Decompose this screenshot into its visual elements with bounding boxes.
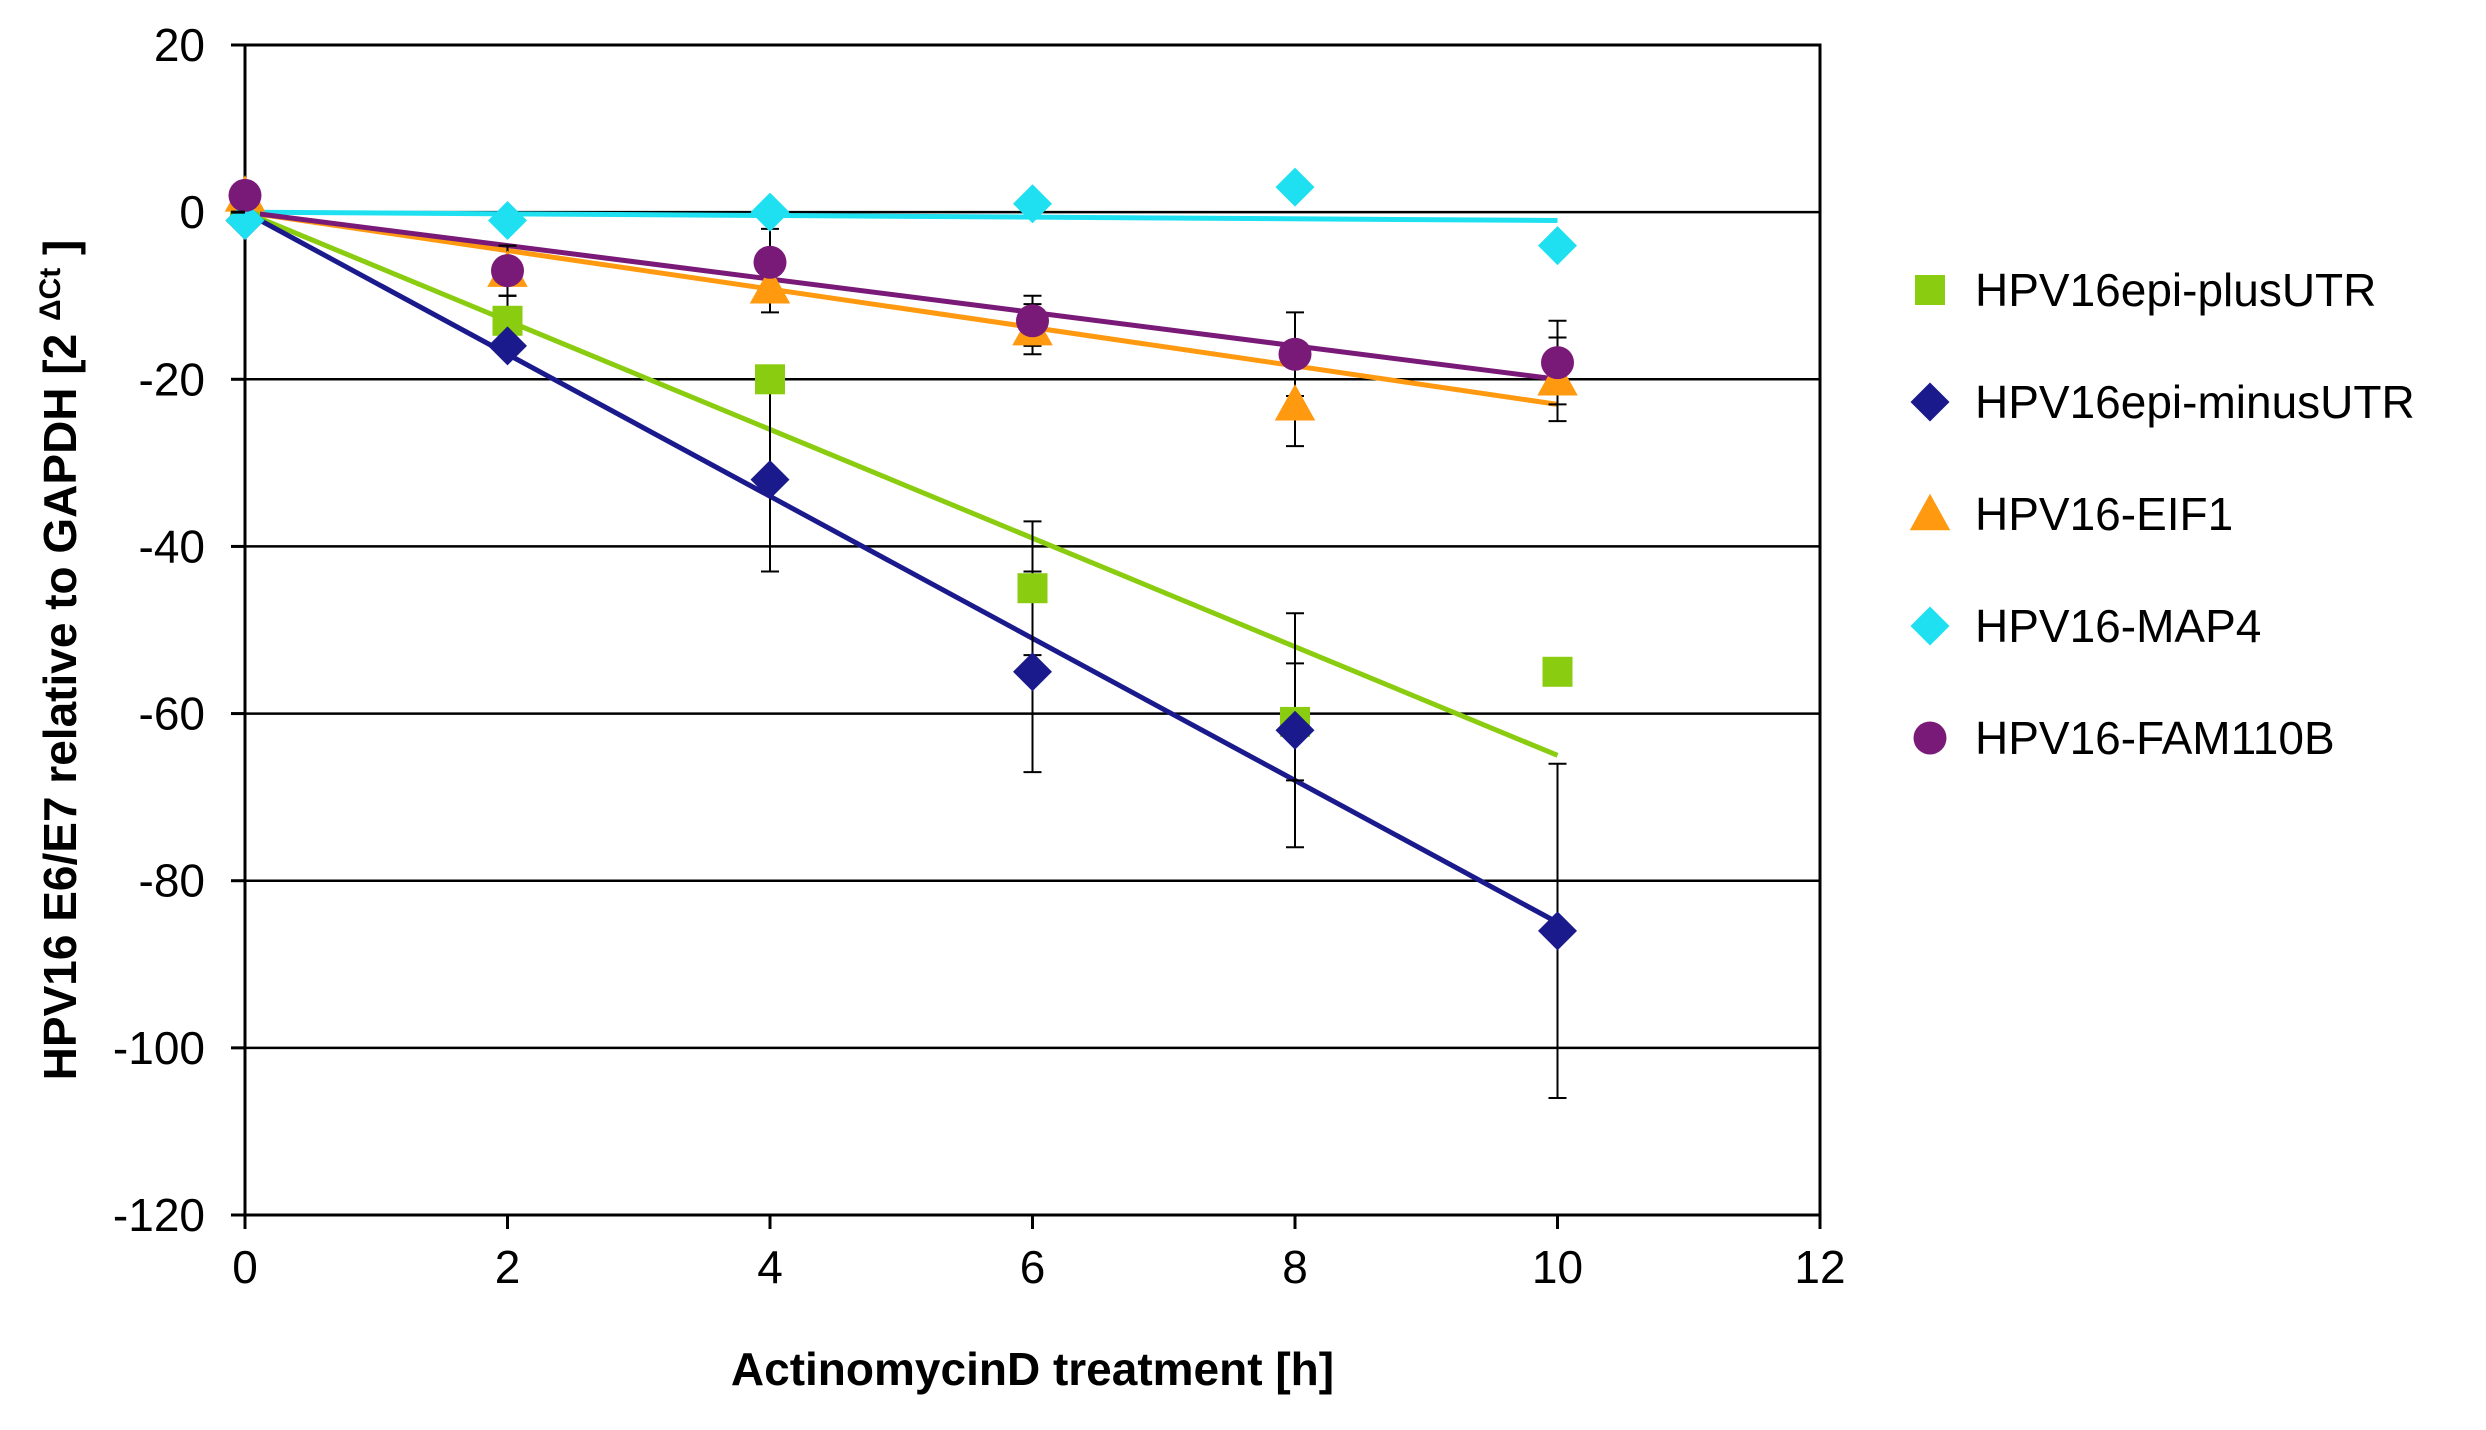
y-tick-label: -60 <box>139 688 205 740</box>
data-markers <box>224 167 1578 951</box>
legend-marker-HPV16-MAP4 <box>1910 606 1950 646</box>
data-point-HPV16-FAM110B <box>1278 337 1312 371</box>
data-point-HPV16-MAP4 <box>488 201 527 240</box>
data-point-HPV16-MAP4 <box>750 192 790 232</box>
y-axis-ticks: 20 0 -20 -40 -60 -80 -100 -120 <box>113 19 245 1241</box>
x-tick-label: 0 <box>232 1241 258 1293</box>
x-tick-label: 6 <box>1020 1241 1046 1293</box>
x-tick-label: 8 <box>1282 1241 1308 1293</box>
y-tick-label: -120 <box>113 1189 205 1241</box>
x-tick-label: 4 <box>757 1241 783 1293</box>
legend: HPV16epi-plusUTR HPV16epi-minusUTR HPV16-E… <box>1909 264 2415 764</box>
data-point-HPV16epi-minusUTR <box>1275 710 1315 750</box>
x-tick-label: 10 <box>1532 1241 1583 1293</box>
y-tick-label: -20 <box>139 353 205 405</box>
data-point-HPV16-EIF1 <box>1274 384 1316 421</box>
legend-marker-HPV16-FAM110B <box>1913 721 1947 755</box>
data-point-HPV16-FAM110B <box>228 178 262 212</box>
data-point-HPV16epi-minusUTR <box>488 326 527 366</box>
legend-label-HPV16epi-plusUTR: HPV16epi-plusUTR <box>1975 264 2376 316</box>
data-point-HPV16-FAM110B <box>1016 304 1049 338</box>
data-point-HPV16epi-minusUTR <box>1013 652 1052 692</box>
trendline-HPV16epi-plusUTR <box>244 209 1559 758</box>
legend-marker-HPV16epi-plusUTR <box>1915 275 1945 305</box>
trendline-HPV16epi-minusUTR <box>243 209 1559 925</box>
data-point-HPV16epi-plusUTR <box>1542 656 1573 687</box>
y-axis-title: HPV16 E6/E7 relative to GAPDH [2 ΔCt ] <box>18 240 86 1081</box>
x-axis-ticks: 0 2 4 6 8 10 12 <box>232 1215 1846 1293</box>
legend-marker-HPV16-EIF1 <box>1909 493 1951 531</box>
data-point-HPV16-FAM110B <box>1541 346 1574 380</box>
x-tick-label: 12 <box>1794 1241 1845 1293</box>
x-tick-label: 2 <box>495 1241 521 1293</box>
data-point-HPV16-FAM110B <box>753 245 787 279</box>
y-tick-label: -80 <box>139 855 205 907</box>
trendline-HPV16-EIF1 <box>244 209 1558 407</box>
y-tick-label: -40 <box>139 520 205 572</box>
y-tick-label: -100 <box>113 1022 205 1074</box>
y-tick-label: 0 <box>179 186 205 238</box>
data-point-HPV16-MAP4 <box>1275 167 1315 207</box>
data-point-HPV16-MAP4 <box>1538 226 1577 266</box>
legend-label-HPV16-EIF1: HPV16-EIF1 <box>1975 488 2233 540</box>
data-point-HPV16epi-plusUTR <box>1017 573 1048 604</box>
y-axis-title-unit-close: ] <box>34 240 86 255</box>
legend-label-HPV16-MAP4: HPV16-MAP4 <box>1975 600 2261 652</box>
trendlines <box>243 209 1559 925</box>
data-point-HPV16epi-minusUTR <box>750 460 790 500</box>
data-point-HPV16-MAP4 <box>1013 184 1052 224</box>
data-point-HPV16-FAM110B <box>491 254 524 288</box>
legend-label-HPV16epi-minusUTR: HPV16epi-minusUTR <box>1975 376 2415 428</box>
data-point-HPV16-EIF1 <box>749 267 791 304</box>
y-axis-title-main: HPV16 E6/E7 relative to GAPDH <box>34 387 86 1080</box>
legend-label-HPV16-FAM110B: HPV16-FAM110B <box>1975 712 2335 764</box>
trendline-HPV16-FAM110B <box>244 209 1558 382</box>
y-axis-title-unit-sup: ΔCt <box>34 268 67 321</box>
x-axis-title: ActinomycinD treatment [h] <box>731 1343 1334 1395</box>
y-axis-title-unit: [2 <box>34 334 86 375</box>
data-point-HPV16epi-minusUTR <box>1538 911 1577 951</box>
legend-marker-HPV16epi-minusUTR <box>1910 382 1950 422</box>
y-tick-label: 20 <box>154 19 205 71</box>
trendline-HPV16-MAP4 <box>244 209 1558 223</box>
data-point-HPV16epi-plusUTR <box>755 364 785 395</box>
